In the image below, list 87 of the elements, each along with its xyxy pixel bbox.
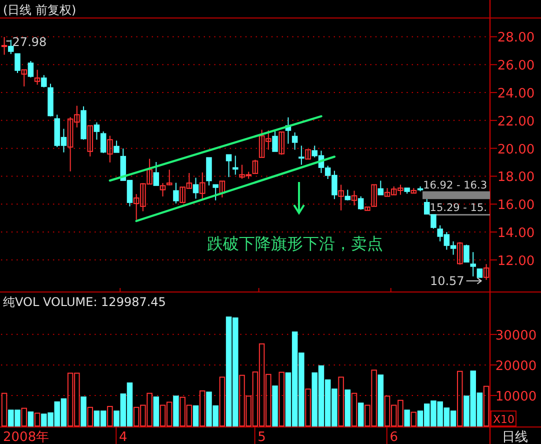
chart-title: (日线 前复权) bbox=[3, 3, 76, 17]
candlestick bbox=[34, 69, 40, 86]
bar bbox=[200, 390, 206, 426]
candlestick bbox=[87, 125, 94, 157]
bar bbox=[80, 396, 86, 426]
candlestick bbox=[464, 244, 470, 263]
candlestick bbox=[344, 189, 351, 201]
annotation: 10.57 bbox=[430, 274, 464, 288]
candlestick bbox=[292, 132, 298, 150]
candlestick bbox=[14, 53, 20, 74]
candlestick bbox=[8, 39, 14, 55]
candlestick bbox=[206, 157, 212, 186]
candlestick bbox=[94, 122, 100, 140]
candlestick bbox=[483, 264, 490, 280]
candlestick bbox=[378, 180, 384, 196]
bar bbox=[410, 412, 417, 426]
bar bbox=[153, 396, 160, 426]
text: X10 bbox=[493, 413, 515, 426]
bar bbox=[34, 412, 40, 426]
y-tick-label: 30000 bbox=[495, 328, 537, 344]
candlestick bbox=[298, 145, 304, 166]
bar bbox=[28, 411, 34, 426]
candlestick bbox=[160, 182, 166, 197]
y-tick-label: 18.00 bbox=[497, 170, 535, 186]
candlestick bbox=[200, 172, 206, 200]
candlestick bbox=[212, 184, 218, 201]
bar bbox=[87, 406, 94, 426]
y-tick-label: 26.00 bbox=[497, 58, 535, 74]
band-label: 15.29 - 15. bbox=[430, 202, 487, 214]
bar bbox=[344, 389, 351, 426]
candlestick bbox=[114, 140, 120, 153]
candlestick bbox=[1, 36, 8, 56]
bar bbox=[305, 388, 311, 426]
candlestick bbox=[278, 132, 284, 156]
candlestick bbox=[338, 184, 344, 211]
bar bbox=[358, 402, 364, 426]
bar bbox=[219, 376, 226, 426]
candlestick bbox=[351, 190, 358, 206]
y-tick-label: 12.00 bbox=[497, 254, 535, 269]
annotation: 跌破下降旗形下沿，卖点 bbox=[207, 234, 383, 253]
candlestick bbox=[192, 177, 199, 200]
candlestick bbox=[358, 196, 364, 210]
candlestick bbox=[173, 182, 179, 204]
candlestick bbox=[457, 242, 463, 266]
text: 2008年 bbox=[3, 430, 50, 444]
bar bbox=[192, 405, 199, 426]
bar bbox=[1, 392, 8, 426]
candlestick bbox=[272, 130, 278, 152]
bar bbox=[272, 386, 278, 426]
bar bbox=[457, 370, 463, 426]
candlestick bbox=[107, 135, 113, 163]
x-tick-label: 5 bbox=[258, 430, 266, 444]
candlestick bbox=[21, 69, 27, 87]
chart-title: 纯VOL VOLUME: 129987.45 bbox=[3, 295, 166, 309]
text: 日线 bbox=[502, 430, 528, 444]
candlestick bbox=[41, 74, 47, 88]
candlestick bbox=[219, 180, 226, 198]
bar bbox=[404, 410, 410, 426]
bar bbox=[338, 376, 344, 426]
band-label: 16.92 - 16.3 bbox=[423, 179, 487, 192]
y-tick-label: 14.00 bbox=[497, 226, 535, 242]
y-tick-label: 10000 bbox=[495, 389, 537, 404]
y-tick-label: 28.00 bbox=[497, 30, 535, 46]
y-tick-label: 24.00 bbox=[497, 86, 535, 102]
candlestick bbox=[28, 60, 34, 78]
y-tick-label: 20000 bbox=[495, 358, 537, 374]
candlestick bbox=[226, 154, 232, 178]
candlestick bbox=[153, 162, 160, 186]
candlestick bbox=[232, 155, 238, 176]
candlestick bbox=[252, 159, 258, 174]
candlestick bbox=[100, 130, 106, 154]
candlestick bbox=[166, 169, 172, 186]
x-tick-label: 4 bbox=[119, 430, 128, 444]
bar bbox=[483, 386, 490, 426]
bar bbox=[107, 406, 113, 426]
candlestick bbox=[470, 252, 476, 277]
bar bbox=[173, 396, 179, 426]
y-tick-label: 20.00 bbox=[497, 142, 535, 158]
bar bbox=[378, 374, 384, 426]
bar bbox=[21, 408, 27, 426]
bar bbox=[278, 372, 284, 426]
candlestick bbox=[305, 149, 311, 160]
y-tick-label: 22.00 bbox=[497, 114, 535, 130]
y-tick-label: 16.00 bbox=[497, 198, 535, 214]
annotation: 27.98 bbox=[12, 35, 47, 50]
x-tick-label: 6 bbox=[390, 430, 398, 444]
bar bbox=[351, 392, 358, 426]
